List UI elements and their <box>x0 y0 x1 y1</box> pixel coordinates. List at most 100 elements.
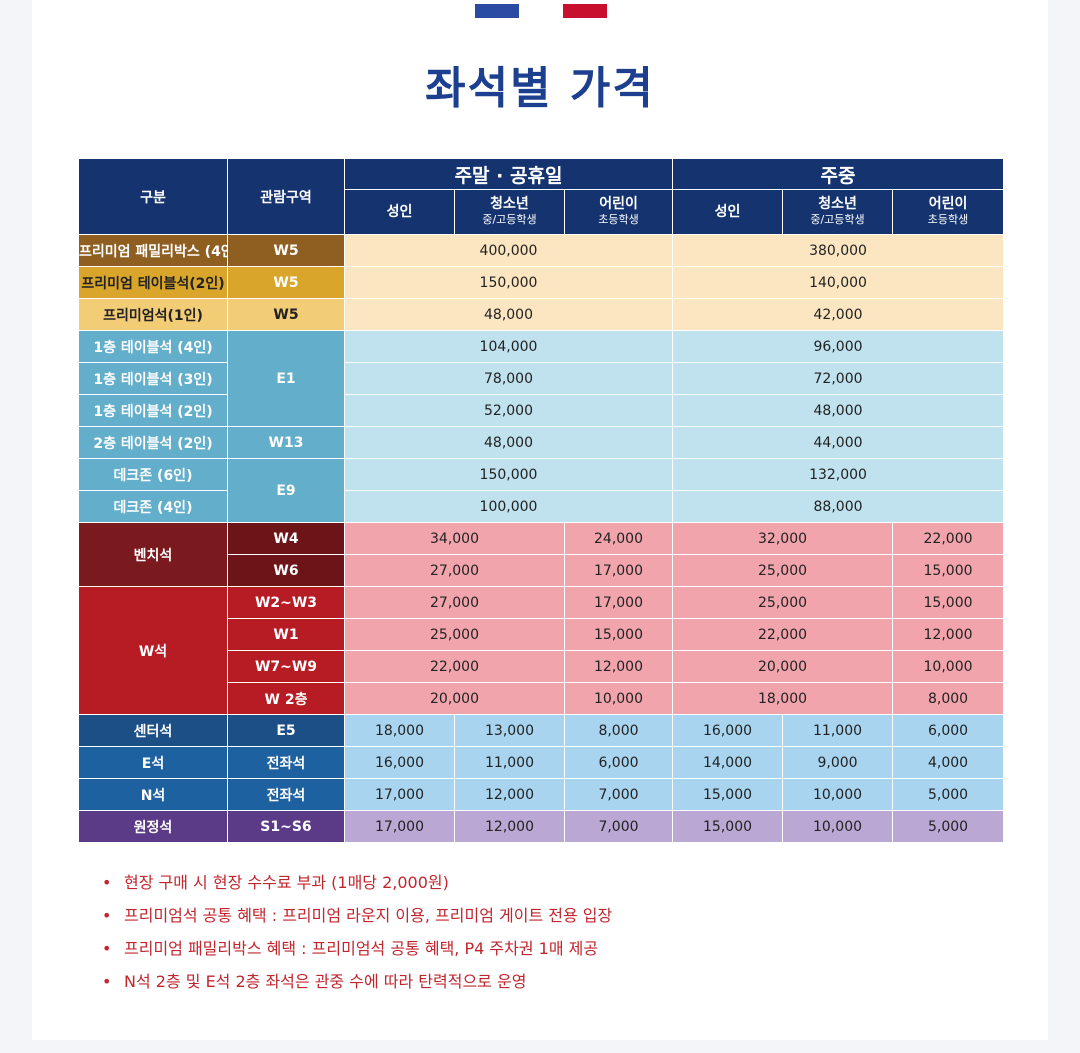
price-cell: 72,000 <box>672 362 1005 395</box>
row-label: 1층 테이블석 (3인) <box>78 362 228 395</box>
zone-cell: W1 <box>227 618 345 651</box>
price-cell: 44,000 <box>672 426 1005 459</box>
price-cell: 17,000 <box>563 586 674 619</box>
table-row: 원정석 S1~S6 17,000 12,000 7,000 15,000 10,… <box>78 810 1005 843</box>
price-page: 좌석별 가격 구분 관람구역 주말 · 공휴일 주중 성인 청소년 중/고등학생 … <box>32 0 1048 1040</box>
header-adult: 성인 <box>672 189 784 235</box>
row-label: 프리미엄 테이블석(2인) <box>78 266 228 299</box>
header-weekday: 주중 <box>672 158 1005 190</box>
row-label: E석 <box>78 746 228 779</box>
price-cell: 11,000 <box>782 714 894 747</box>
table-row: 1층 테이블석 (4인) E1 104,000 96,000 <box>78 330 1005 427</box>
table-row: W 2층 20,000 10,000 18,000 8,000 <box>79 682 1005 715</box>
table-row: 1층 테이블석 (2인) 52,000 48,000 <box>78 394 1005 427</box>
header-weekend: 주말 · 공휴일 <box>343 158 674 190</box>
price-cell: 5,000 <box>892 778 1005 811</box>
flag-red-bar <box>563 4 607 18</box>
row-label: 1층 테이블석 (2인) <box>78 394 228 427</box>
price-cell: 400,000 <box>343 234 674 267</box>
zone-cell: W7~W9 <box>227 650 345 683</box>
price-cell: 10,000 <box>892 650 1005 683</box>
price-cell: 48,000 <box>343 426 674 459</box>
table-row: N석 전좌석 17,000 12,000 7,000 15,000 10,000… <box>78 778 1005 811</box>
price-cell: 6,000 <box>892 714 1005 747</box>
price-cell: 34,000 <box>344 522 565 555</box>
price-cell: 22,000 <box>892 522 1005 555</box>
header-zone: 관람구역 <box>227 158 345 235</box>
bullet-icon: • <box>102 873 112 892</box>
price-cell: 15,000 <box>672 778 784 811</box>
price-cell: 25,000 <box>344 618 565 651</box>
price-cell: 15,000 <box>563 618 674 651</box>
flag-blue-bar <box>475 4 519 18</box>
zone-cell: W13 <box>227 426 345 459</box>
price-cell: 15,000 <box>892 554 1005 587</box>
row-label: 2층 테이블석 (2인) <box>78 426 228 459</box>
table-row: 데크존 (4인) 100,000 88,000 <box>78 490 1005 523</box>
row-label: 벤치석 <box>78 522 228 587</box>
zone-cell: E9 <box>227 458 345 523</box>
price-cell: 14,000 <box>672 746 784 779</box>
price-table: 구분 관람구역 주말 · 공휴일 주중 성인 청소년 중/고등학생 어린이 초등학생… <box>78 158 1005 843</box>
price-cell: 7,000 <box>563 778 674 811</box>
note-item: • N석 2층 및 E석 2층 좌석은 관중 수에 따라 탄력적으로 운영 <box>102 969 612 1002</box>
price-cell: 16,000 <box>344 746 455 779</box>
notes-list: • 현장 구매 시 현장 수수료 부과 (1매당 2,000원) • 프리미엄석 공… <box>102 870 612 1002</box>
price-cell: 18,000 <box>344 714 455 747</box>
price-cell: 52,000 <box>343 394 674 427</box>
price-cell: 4,000 <box>892 746 1005 779</box>
price-cell: 17,000 <box>344 778 455 811</box>
page-title: 좌석별 가격 <box>425 63 655 114</box>
table-row: 프리미엄석(1인) W5 48,000 42,000 <box>78 298 1005 331</box>
zone-cell: S1~S6 <box>227 810 345 843</box>
price-cell: 18,000 <box>672 682 894 715</box>
price-cell: 42,000 <box>672 298 1005 331</box>
price-cell: 20,000 <box>672 650 894 683</box>
zone-cell: E1 <box>227 330 345 427</box>
price-cell: 27,000 <box>344 554 565 587</box>
row-label: 프리미엄 패밀리박스 (4인) <box>78 234 228 267</box>
note-item: • 프리미엄석 공통 혜택 : 프리미엄 라운지 이용, 프리미엄 게이트 전용 … <box>102 903 612 936</box>
price-cell: 25,000 <box>672 586 894 619</box>
price-cell: 15,000 <box>892 586 1005 619</box>
price-cell: 140,000 <box>672 266 1005 299</box>
row-label: W석 <box>78 586 228 715</box>
table-row: 2층 테이블석 (2인) W13 48,000 44,000 <box>78 426 1005 459</box>
price-cell: 11,000 <box>454 746 565 779</box>
price-cell: 5,000 <box>892 810 1005 843</box>
row-label: 원정석 <box>78 810 228 843</box>
table-row: 센터석 E5 18,000 13,000 8,000 16,000 11,000… <box>78 714 1005 747</box>
price-cell: 13,000 <box>454 714 565 747</box>
note-item: • 현장 구매 시 현장 수수료 부과 (1매당 2,000원) <box>102 870 612 903</box>
price-cell: 380,000 <box>672 234 1005 267</box>
price-cell: 24,000 <box>563 522 674 555</box>
price-cell: 17,000 <box>563 554 674 587</box>
header-child: 어린이 초등학생 <box>892 189 1005 235</box>
price-cell: 100,000 <box>343 490 674 523</box>
table-row: 프리미엄 테이블석(2인) W5 150,000 140,000 <box>78 266 1005 299</box>
bullet-icon: • <box>102 906 112 925</box>
price-cell: 6,000 <box>563 746 674 779</box>
price-cell: 12,000 <box>454 778 565 811</box>
price-cell: 10,000 <box>782 810 894 843</box>
price-cell: 16,000 <box>672 714 784 747</box>
price-cell: 8,000 <box>892 682 1005 715</box>
zone-cell: W4 <box>227 522 345 555</box>
table-row: 데크존 (6인) E9 150,000 132,000 <box>78 458 1005 523</box>
zone-cell: W5 <box>227 234 345 267</box>
price-cell: 104,000 <box>343 330 674 363</box>
header-category: 구분 <box>78 158 228 235</box>
table-row: W1 25,000 15,000 22,000 12,000 <box>79 618 1005 651</box>
price-cell: 20,000 <box>344 682 565 715</box>
price-cell: 22,000 <box>672 618 894 651</box>
price-cell: 9,000 <box>782 746 894 779</box>
header-youth: 청소년 중/고등학생 <box>782 189 894 235</box>
price-cell: 150,000 <box>343 458 674 491</box>
header-adult: 성인 <box>344 189 455 235</box>
price-cell: 48,000 <box>672 394 1005 427</box>
price-cell: 12,000 <box>563 650 674 683</box>
table-row: 벤치석 W4 34,000 24,000 32,000 22,000 <box>78 522 1005 587</box>
zone-cell: E5 <box>227 714 345 747</box>
price-cell: 17,000 <box>344 810 455 843</box>
price-cell: 10,000 <box>563 682 674 715</box>
